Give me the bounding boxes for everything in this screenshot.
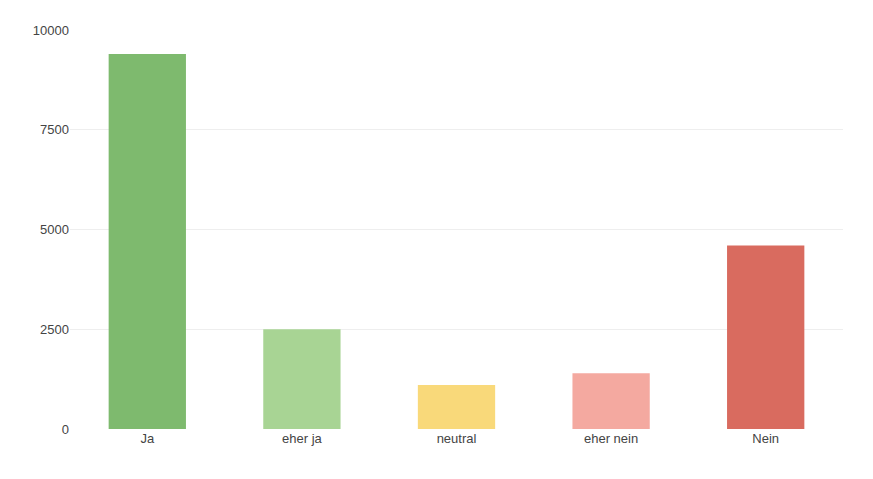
svg-text:neutral: neutral [437,431,477,446]
svg-text:eher ja: eher ja [282,431,323,446]
svg-text:2500: 2500 [40,322,69,337]
svg-text:10000: 10000 [33,23,69,38]
svg-text:5000: 5000 [40,222,69,237]
svg-text:eher nein: eher nein [584,431,638,446]
svg-text:Ja: Ja [140,431,155,446]
svg-text:0: 0 [62,422,69,437]
svg-text:Nein: Nein [752,431,779,446]
svg-text:7500: 7500 [40,122,69,137]
